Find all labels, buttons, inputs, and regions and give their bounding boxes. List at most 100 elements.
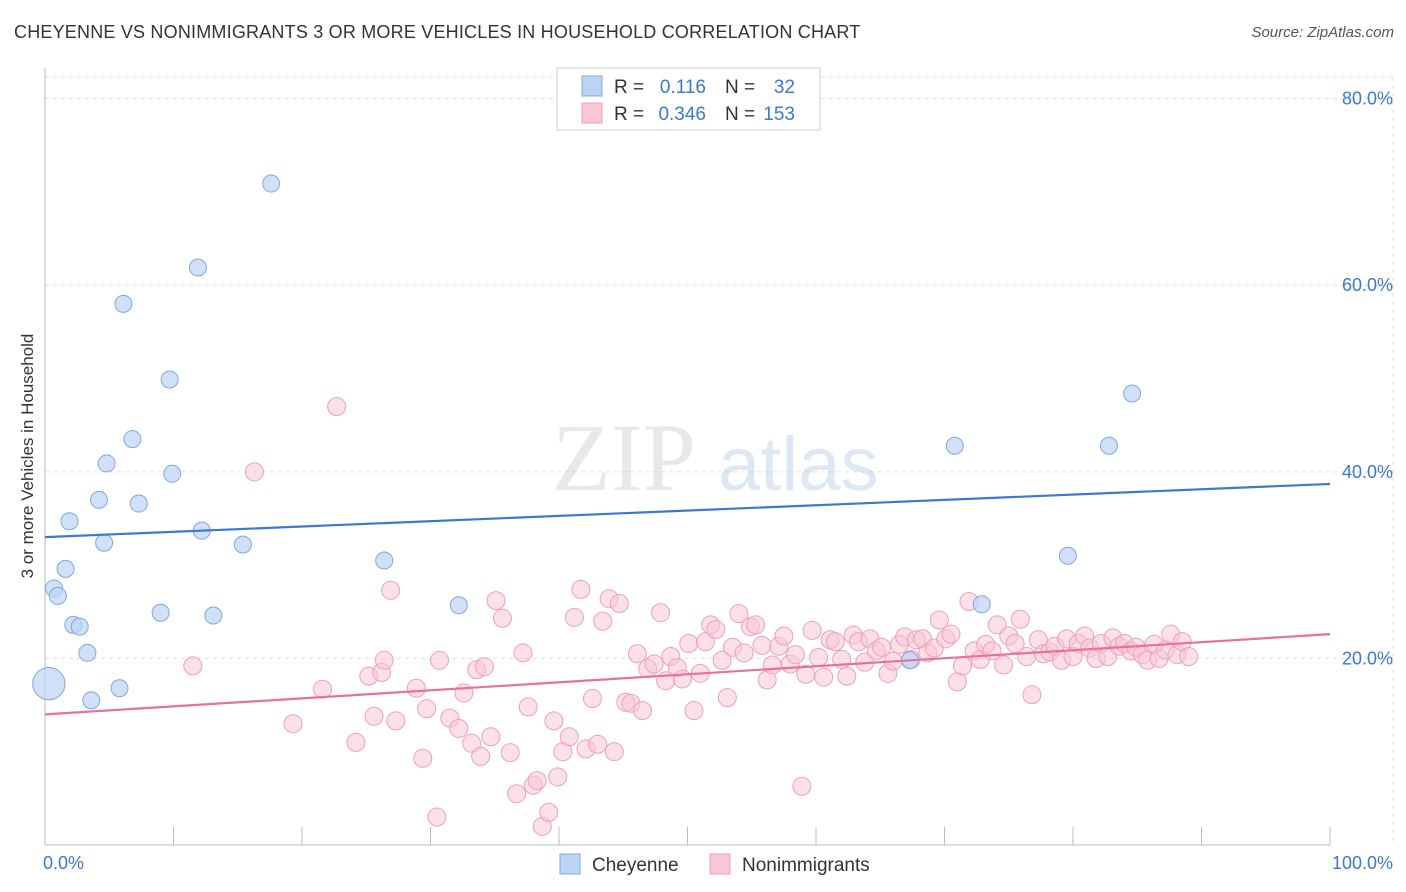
nonimmigrants-point <box>513 643 533 663</box>
nonimmigrants-point <box>413 748 433 768</box>
nonimmigrants-point <box>454 683 474 703</box>
cheyenne-point <box>78 643 97 662</box>
nonimmigrants-point <box>609 593 629 613</box>
nonimmigrants-point <box>507 784 527 804</box>
nonimmigrants-point <box>712 650 732 670</box>
legend-n-label: N = <box>725 104 755 125</box>
legend-n-value: 32 <box>774 77 795 98</box>
legend-r-label: R = <box>614 77 644 98</box>
nonimmigrants-point <box>474 657 494 677</box>
cheyenne-point <box>95 533 114 552</box>
cheyenne-point <box>945 436 964 455</box>
nonimmigrants-point <box>427 807 447 827</box>
source-label: Source: ZipAtlas.com <box>1251 24 1394 41</box>
watermark: ZIP atlas <box>552 404 879 511</box>
legend-swatch-cheyenne <box>581 75 603 97</box>
nonimmigrants-point <box>809 647 829 667</box>
nonimmigrants-point <box>374 650 394 670</box>
nonimmigrants-point <box>947 672 967 692</box>
nonimmigrants-point <box>429 650 449 670</box>
nonimmigrants-point <box>582 689 602 709</box>
nonimmigrants-point <box>527 771 547 791</box>
nonimmigrants-point <box>627 644 647 664</box>
cheyenne-point <box>60 512 79 531</box>
cheyenne-point <box>204 606 223 625</box>
nonimmigrants-point <box>679 633 699 653</box>
nonimmigrants-point <box>633 701 653 721</box>
nonimmigrants-point <box>1022 685 1042 705</box>
nonimmigrants-point <box>929 610 949 630</box>
nonimmigrants-point <box>492 608 512 628</box>
nonimmigrants-point <box>364 706 384 726</box>
nonimmigrants-point <box>449 718 469 738</box>
nonimmigrants-point <box>802 620 822 640</box>
nonimmigrants-point <box>417 699 437 719</box>
nonimmigrants-point <box>729 604 749 624</box>
nonimmigrants-point <box>544 711 564 731</box>
cheyenne-point <box>188 258 207 277</box>
nonimmigrants-point <box>471 746 491 766</box>
nonimmigrants-point <box>593 611 613 631</box>
nonimmigrants-point <box>327 397 347 417</box>
nonimmigrants-point <box>486 591 506 611</box>
nonimmigrants-point <box>500 743 520 763</box>
cheyenne-point <box>151 603 170 622</box>
x-tick-labels: 0.0% 100.0% <box>43 853 1393 873</box>
nonimmigrants-point <box>1179 647 1199 667</box>
cheyenne-point <box>32 666 66 701</box>
y-tick-label: 40.0% <box>1342 462 1393 482</box>
nonimmigrants-point <box>746 615 766 635</box>
y-tick-label: 80.0% <box>1342 89 1393 109</box>
legend-swatch-nonimmigrants <box>581 102 603 124</box>
cheyenne-point <box>375 551 394 570</box>
cheyenne-point <box>972 595 991 614</box>
nonimmigrants-point <box>346 732 366 752</box>
cheyenne-point <box>48 586 67 605</box>
cheyenne-point <box>123 430 142 449</box>
nonimmigrants-point <box>814 667 834 687</box>
y-tick-label: 20.0% <box>1342 648 1393 668</box>
cheyenne-trend-line <box>44 482 1331 539</box>
chart-title: CHEYENNE VS NONIMMIGRANTS 3 OR MORE VEHI… <box>14 22 861 42</box>
nonimmigrants-point <box>564 607 584 627</box>
x-tick-label-min: 0.0% <box>43 853 84 873</box>
nonimmigrants-point <box>313 679 333 699</box>
cheyenne-point <box>70 617 89 636</box>
y-tick-label: 60.0% <box>1342 275 1393 295</box>
legend-n-label: N = <box>725 77 755 98</box>
nonimmigrants-point <box>386 711 406 731</box>
y-tick-labels: 20.0% 40.0% 60.0% 80.0% <box>1342 89 1393 669</box>
bottom-legend-swatch-nonimmigrants <box>709 853 731 875</box>
nonimmigrants-point <box>244 462 264 482</box>
legend-n-value: 153 <box>763 104 795 125</box>
nonimmigrants-point <box>837 666 857 686</box>
x-tick-label-max: 100.0% <box>1332 853 1393 873</box>
nonimmigrants-points <box>183 397 1199 836</box>
legend-r-value: 0.346 <box>658 104 706 125</box>
nonimmigrants-point <box>588 734 608 754</box>
nonimmigrants-point <box>518 697 538 717</box>
watermark-zip: ZIP <box>552 404 696 511</box>
nonimmigrants-point <box>706 619 726 639</box>
nonimmigrants-point <box>604 742 624 762</box>
nonimmigrants-point <box>406 678 426 698</box>
cheyenne-point <box>114 294 133 313</box>
axes <box>44 68 1331 846</box>
cheyenne-point <box>163 464 182 483</box>
nonimmigrants-point <box>651 603 671 623</box>
cheyenne-point <box>1099 436 1118 455</box>
nonimmigrants-point <box>785 645 805 665</box>
nonimmigrants-point <box>183 656 203 676</box>
nonimmigrants-point <box>774 626 794 646</box>
nonimmigrants-point <box>1017 647 1037 667</box>
trend-lines <box>44 482 1331 716</box>
nonimmigrants-point <box>644 654 664 674</box>
watermark-atlas: atlas <box>718 422 879 507</box>
nonimmigrants-point <box>792 776 812 796</box>
nonimmigrants-point <box>941 624 961 644</box>
nonimmigrants-point <box>548 767 568 787</box>
cheyenne-point <box>89 490 108 509</box>
cheyenne-point <box>1058 546 1077 565</box>
nonimmigrants-point <box>762 655 782 675</box>
